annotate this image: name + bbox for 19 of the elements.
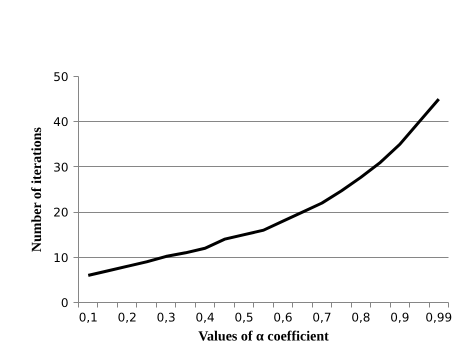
x-tick-label: 0,7 bbox=[312, 310, 332, 324]
x-tick-label: 0,9 bbox=[390, 310, 410, 324]
y-tick-label: 20 bbox=[53, 206, 69, 220]
y-tick-label: 40 bbox=[53, 115, 69, 130]
x-tick-label: 0,2 bbox=[118, 310, 137, 324]
x-tick-label: 0,99 bbox=[425, 310, 452, 324]
y-tick-label: 50 bbox=[53, 70, 69, 84]
x-tick-label: 0,5 bbox=[234, 310, 254, 324]
y-axis-title: Number of iterations bbox=[30, 126, 46, 252]
y-tick-label: 10 bbox=[53, 250, 69, 265]
y-tick-label: 0 bbox=[60, 296, 69, 310]
x-tick-label: 0,4 bbox=[196, 310, 215, 324]
x-axis-title: Values of α coefficient bbox=[198, 330, 330, 344]
y-tick-label: 30 bbox=[53, 160, 69, 174]
x-tick-label: 0,6 bbox=[273, 310, 293, 324]
line-series bbox=[86, 98, 440, 277]
x-tick-label: 0,8 bbox=[351, 310, 370, 324]
x-tick-label: 0,1 bbox=[78, 310, 98, 324]
x-tick-label: 0,3 bbox=[156, 310, 176, 324]
